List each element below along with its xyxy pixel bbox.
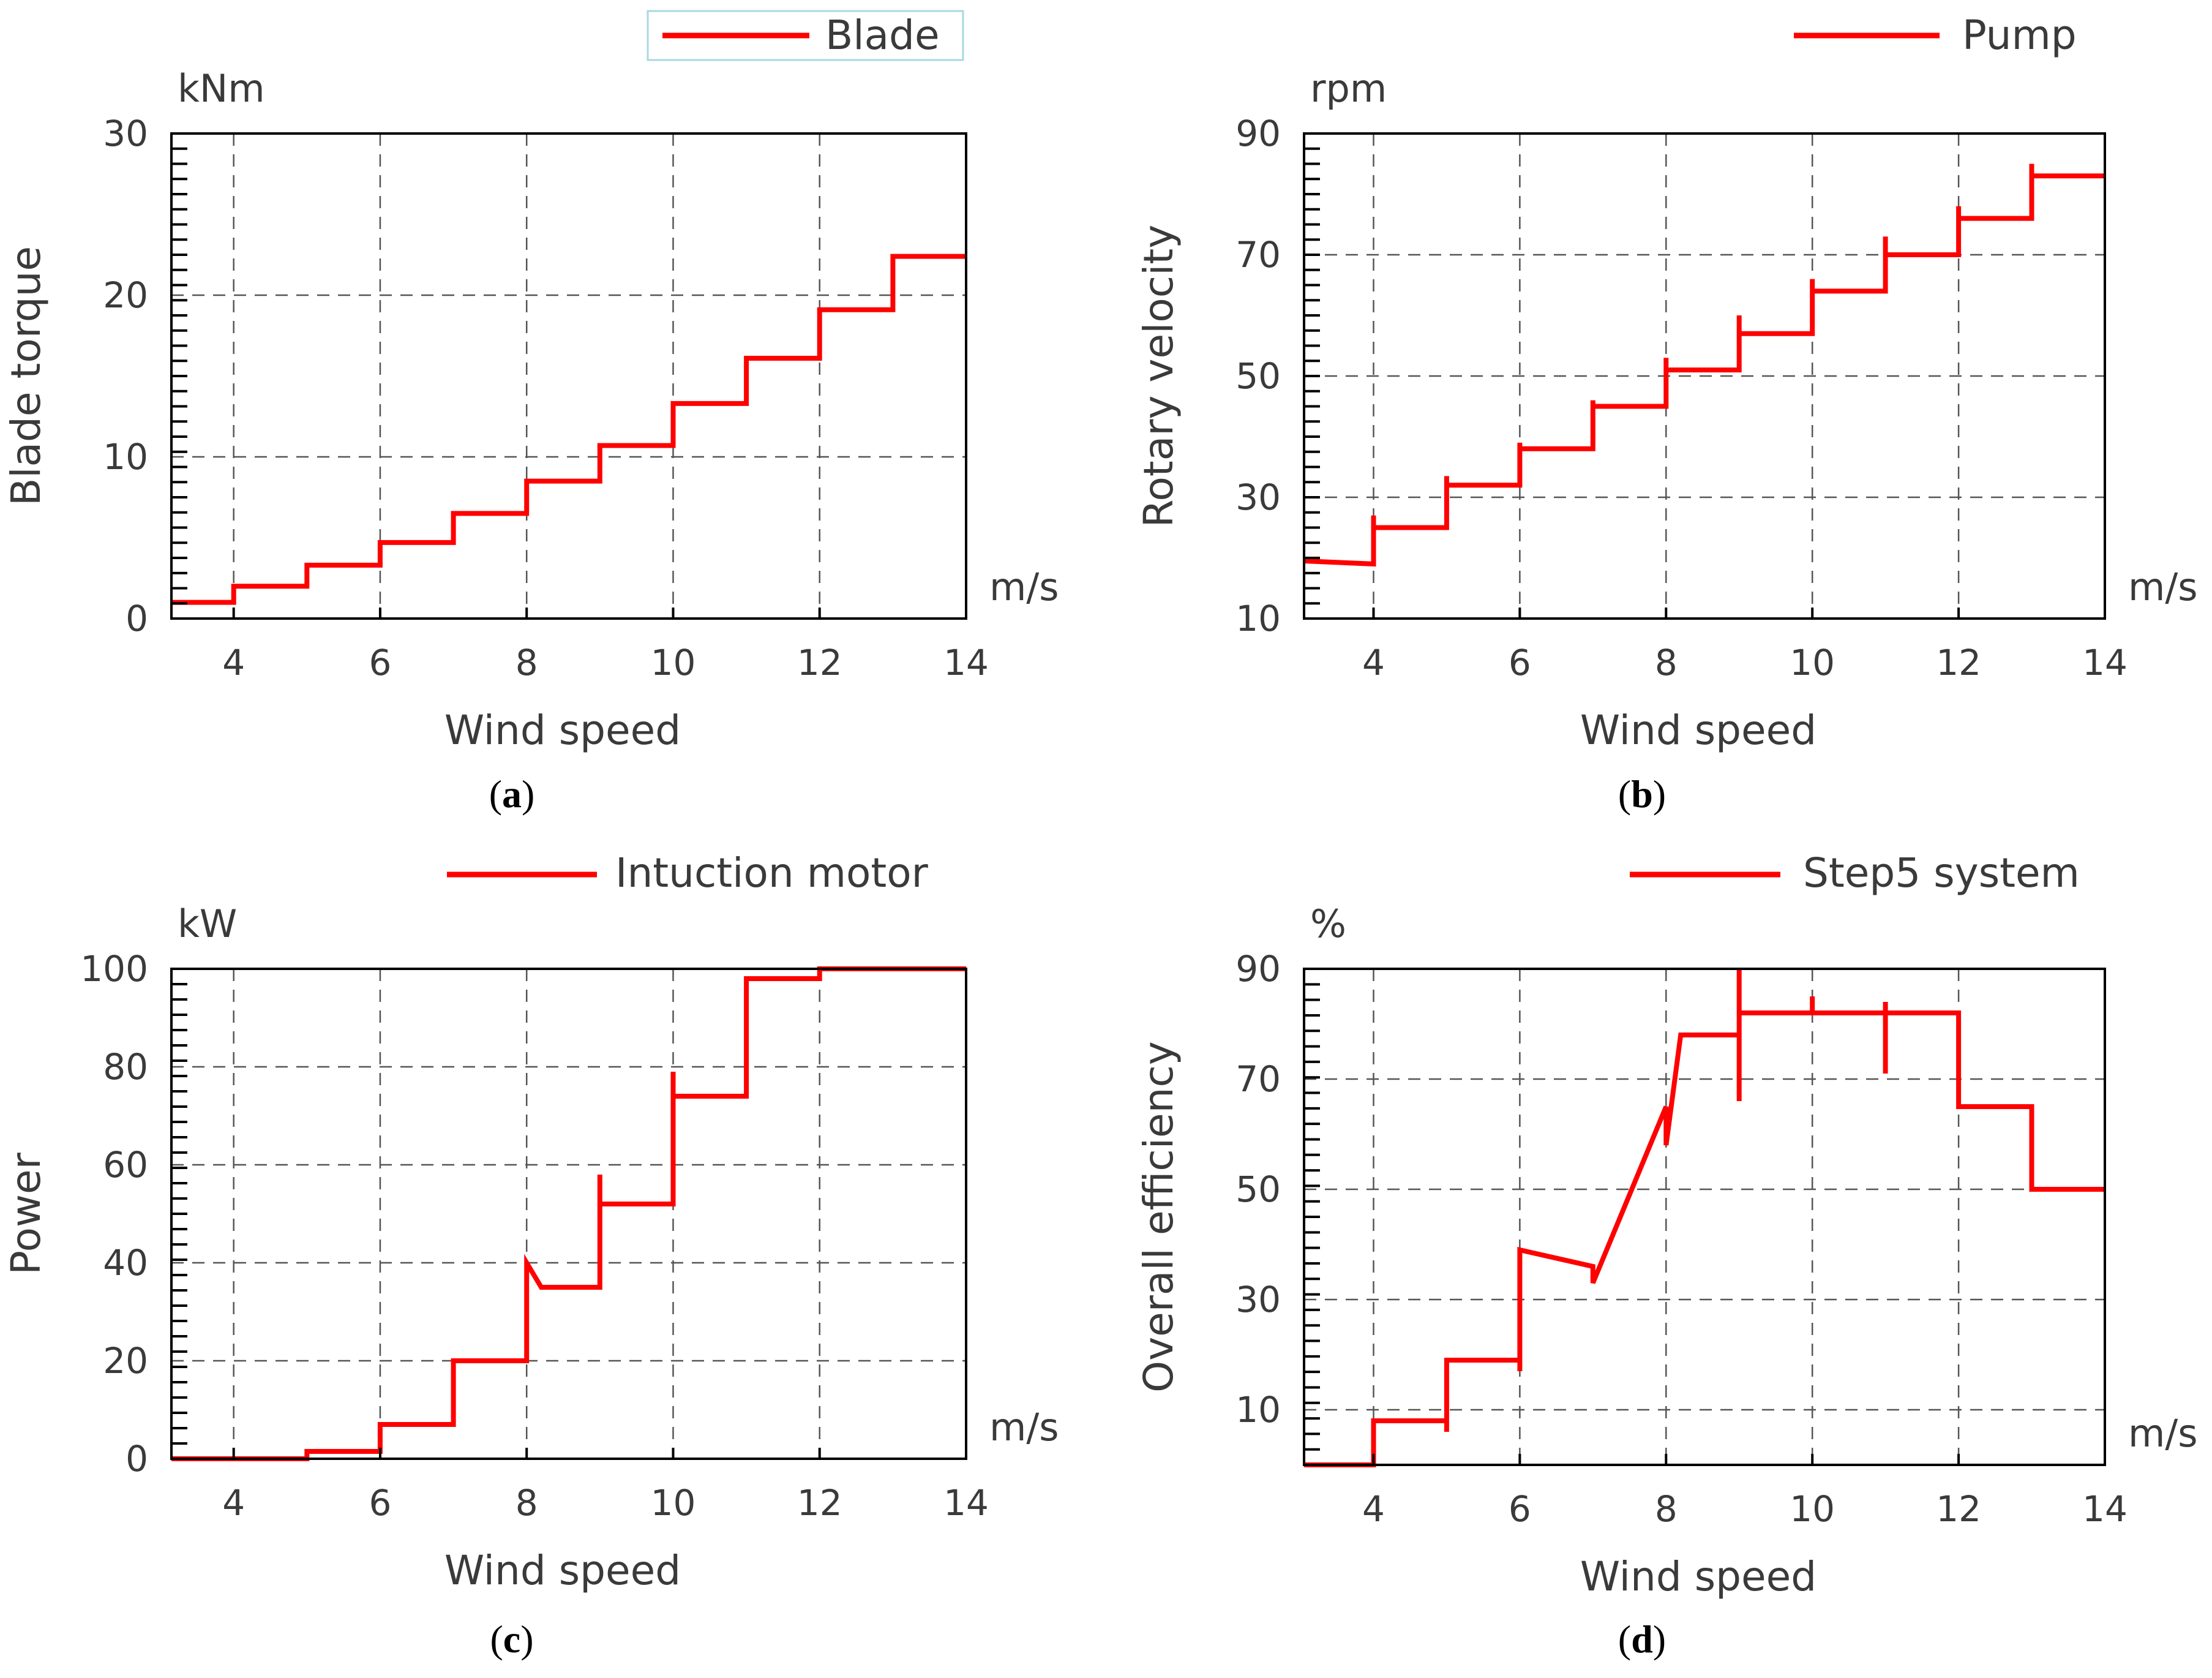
y-unit-d: % xyxy=(1310,901,1346,946)
x-tick-label: 10 xyxy=(651,1482,696,1524)
legend-d: Step5 system xyxy=(1630,849,2080,897)
y-tick-label: 30 xyxy=(103,113,148,154)
x-tick-label: 6 xyxy=(1509,642,1531,683)
y-unit-c: kW xyxy=(178,901,237,946)
x-tick-label: 6 xyxy=(1509,1488,1531,1530)
x-tick-label: 12 xyxy=(797,642,842,683)
legend-label-a: Blade xyxy=(825,12,940,59)
x-tick-label: 6 xyxy=(369,1482,391,1524)
x-tick-label: 14 xyxy=(2082,1488,2128,1530)
x-tick-label: 4 xyxy=(222,1482,245,1524)
x-unit-b: m/s xyxy=(2128,565,2198,609)
panel-b: 10 30 50 70 90 4 6 8 10 12 14 rpm m/s Ro… xyxy=(1135,12,2198,816)
y-tick-label: 10 xyxy=(1235,1389,1281,1431)
minor-ticks-d xyxy=(1304,983,2106,1465)
x-tick-label: 4 xyxy=(222,642,245,683)
y-tick-label: 50 xyxy=(1235,1168,1281,1210)
x-tick-label: 12 xyxy=(1936,642,1981,683)
y-unit-a: kNm xyxy=(178,66,265,111)
y-tick-label: 90 xyxy=(1235,113,1281,154)
x-axis-title-a: Wind speed xyxy=(444,707,681,754)
x-tick-label: 8 xyxy=(1655,1488,1678,1530)
legend-label-b: Pump xyxy=(1962,12,2077,59)
y-tick-label: 10 xyxy=(1235,598,1281,639)
y-tick-label: 60 xyxy=(103,1144,148,1186)
series-line-d xyxy=(1304,969,2105,1467)
y-tick-label: 10 xyxy=(103,436,148,478)
y-tick-label: 0 xyxy=(126,598,148,639)
grid-b xyxy=(1304,134,2105,619)
series-line-a xyxy=(171,254,966,605)
legend-a: Blade xyxy=(647,10,964,61)
y-tick-label: 80 xyxy=(103,1046,148,1088)
panel-c: 0 20 40 60 80 100 4 6 8 10 12 14 kW m/s … xyxy=(2,849,1059,1661)
series-line-b xyxy=(1303,164,2105,567)
x-tick-label: 10 xyxy=(651,642,696,683)
x-tick-label: 6 xyxy=(369,642,391,683)
x-tick-label: 8 xyxy=(516,1482,538,1524)
y-tick-label: 100 xyxy=(80,948,148,990)
x-tick-label: 14 xyxy=(943,642,989,683)
x-tick-label: 14 xyxy=(943,1482,989,1524)
plot-frame-a xyxy=(170,132,967,620)
y-tick-label: 50 xyxy=(1235,355,1281,397)
y-tick-label: 20 xyxy=(103,274,148,316)
legend-box-a xyxy=(647,10,964,61)
x-tick-label: 12 xyxy=(797,1482,842,1524)
grid-d xyxy=(1304,969,2105,1465)
minor-ticks-b xyxy=(1304,147,2106,619)
x-tick-label: 10 xyxy=(1790,642,1835,683)
panel-a: 0 10 20 30 4 6 8 10 12 14 kNm m/s Blade … xyxy=(2,10,1059,816)
legend-c: Intuction motor xyxy=(447,849,929,897)
x-tick-label: 8 xyxy=(1655,642,1678,683)
y-axis-title-a: Blade torque xyxy=(2,246,50,506)
legend-label-c: Intuction motor xyxy=(615,849,929,897)
y-tick-label: 30 xyxy=(1235,1279,1281,1320)
y-axis-title-b: Rotary velocity xyxy=(1135,225,1182,528)
x-axis-title-b: Wind speed xyxy=(1580,707,1816,754)
x-axis-title-c: Wind speed xyxy=(444,1547,681,1594)
y-axis-title-c: Power xyxy=(2,1152,50,1274)
y-tick-label: 70 xyxy=(1235,234,1281,276)
x-tick-label: 14 xyxy=(2082,642,2128,683)
x-unit-a: m/s xyxy=(989,565,1059,609)
y-tick-label: 90 xyxy=(1235,948,1281,990)
x-tick-label: 10 xyxy=(1790,1488,1835,1530)
y-tick-label: 40 xyxy=(103,1242,148,1284)
x-tick-label: 4 xyxy=(1362,1488,1385,1530)
x-tick-label: 12 xyxy=(1936,1488,1981,1530)
minor-ticks-a xyxy=(171,147,967,619)
caption-b: (b) xyxy=(1618,772,1666,816)
caption-d: (d) xyxy=(1618,1617,1666,1661)
grid-c xyxy=(171,969,966,1459)
x-unit-c: m/s xyxy=(989,1405,1059,1450)
plot-frame-d xyxy=(1303,968,2106,1466)
y-tick-label: 30 xyxy=(1235,476,1281,518)
legend-label-d: Step5 system xyxy=(1803,849,2080,897)
y-unit-b: rpm xyxy=(1310,66,1387,111)
y-tick-label: 70 xyxy=(1235,1058,1281,1100)
y-tick-label: 0 xyxy=(126,1438,148,1480)
x-tick-label: 8 xyxy=(516,642,538,683)
plot-frame-c xyxy=(170,968,967,1460)
grid-a xyxy=(171,134,966,619)
caption-c: (c) xyxy=(490,1617,533,1661)
y-tick-label: 20 xyxy=(103,1340,148,1382)
minor-ticks-c xyxy=(171,983,967,1459)
caption-a: (a) xyxy=(489,772,535,816)
y-axis-title-d: Overall efficiency xyxy=(1135,1041,1182,1393)
series-line-c xyxy=(171,966,966,1461)
panel-d: 10 30 50 70 90 4 6 8 10 12 14 % m/s Over… xyxy=(1135,849,2198,1661)
x-tick-label: 4 xyxy=(1362,642,1385,683)
legend-b: Pump xyxy=(1794,12,2077,59)
x-axis-title-d: Wind speed xyxy=(1580,1553,1816,1600)
x-unit-d: m/s xyxy=(2128,1411,2198,1456)
